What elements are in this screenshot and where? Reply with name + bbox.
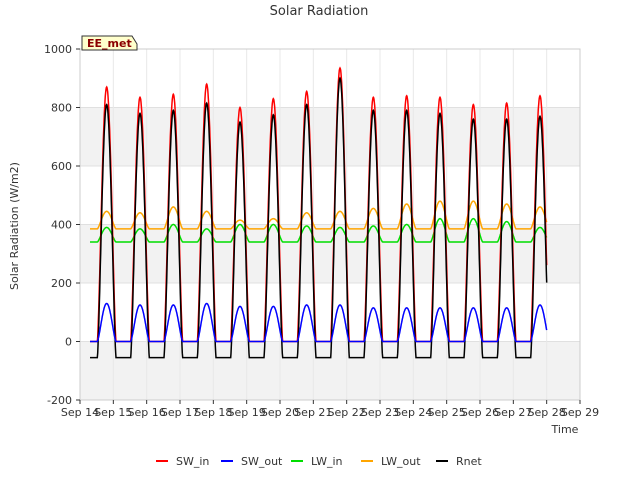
legend-label: LW_out [381,455,421,468]
y-tick-label: 800 [51,102,72,115]
x-tick-label: Sep 18 [194,406,232,419]
x-tick-label: Sep 25 [428,406,466,419]
site-badge: EE_met [81,35,138,51]
series-line-rnet [90,76,548,359]
background-band [80,341,580,400]
legend: SW_in SW_out LW_in LW_out Rnet [156,455,482,468]
x-tick-label: Sep 29 [561,406,599,419]
y-tick-label: 600 [51,160,72,173]
x-tick-label: Sep 27 [494,406,532,419]
legend-label: SW_in [176,455,209,468]
x-tick-label: Sep 16 [128,406,166,419]
background-band [80,224,580,283]
x-tick-label: Sep 22 [328,406,366,419]
x-tick-label: Sep 20 [261,406,299,419]
site-badge-label: EE_met [87,37,132,50]
series-layer [90,66,548,359]
x-tick-label: Sep 23 [361,406,399,419]
chart-title: Solar Radiation [270,4,369,19]
site-badge-box [81,35,138,51]
y-axis-ticks: -200 0 200 400 600 800 1000 [44,43,80,407]
x-tick-label: Sep 14 [61,406,99,419]
x-axis-title: Time [551,423,579,436]
legend-label: Rnet [456,455,482,468]
y-axis-title: Solar Radiation (W/m2) [8,162,21,290]
series-line-lw-in [90,217,548,243]
y-tick-label: 1000 [44,43,72,56]
y-tick-label: -200 [47,394,72,407]
y-tick-label: 400 [51,219,72,232]
y-tick-label: 200 [51,277,72,290]
background-band [80,107,580,166]
x-tick-label: Sep 15 [94,406,132,419]
legend-label: SW_out [241,455,283,468]
x-tick-label: Sep 19 [228,406,266,419]
x-tick-label: Sep 26 [461,406,499,419]
x-tick-label: Sep 21 [294,406,332,419]
legend-label: LW_in [311,455,343,468]
background-bands [80,107,580,400]
x-tick-label: Sep 28 [528,406,566,419]
series-line-lw-out [90,200,548,230]
series-line-sw-out [90,302,548,343]
x-tick-label: Sep 17 [161,406,199,419]
x-tick-label: Sep 24 [394,406,432,419]
y-tick-label: 0 [65,336,72,349]
